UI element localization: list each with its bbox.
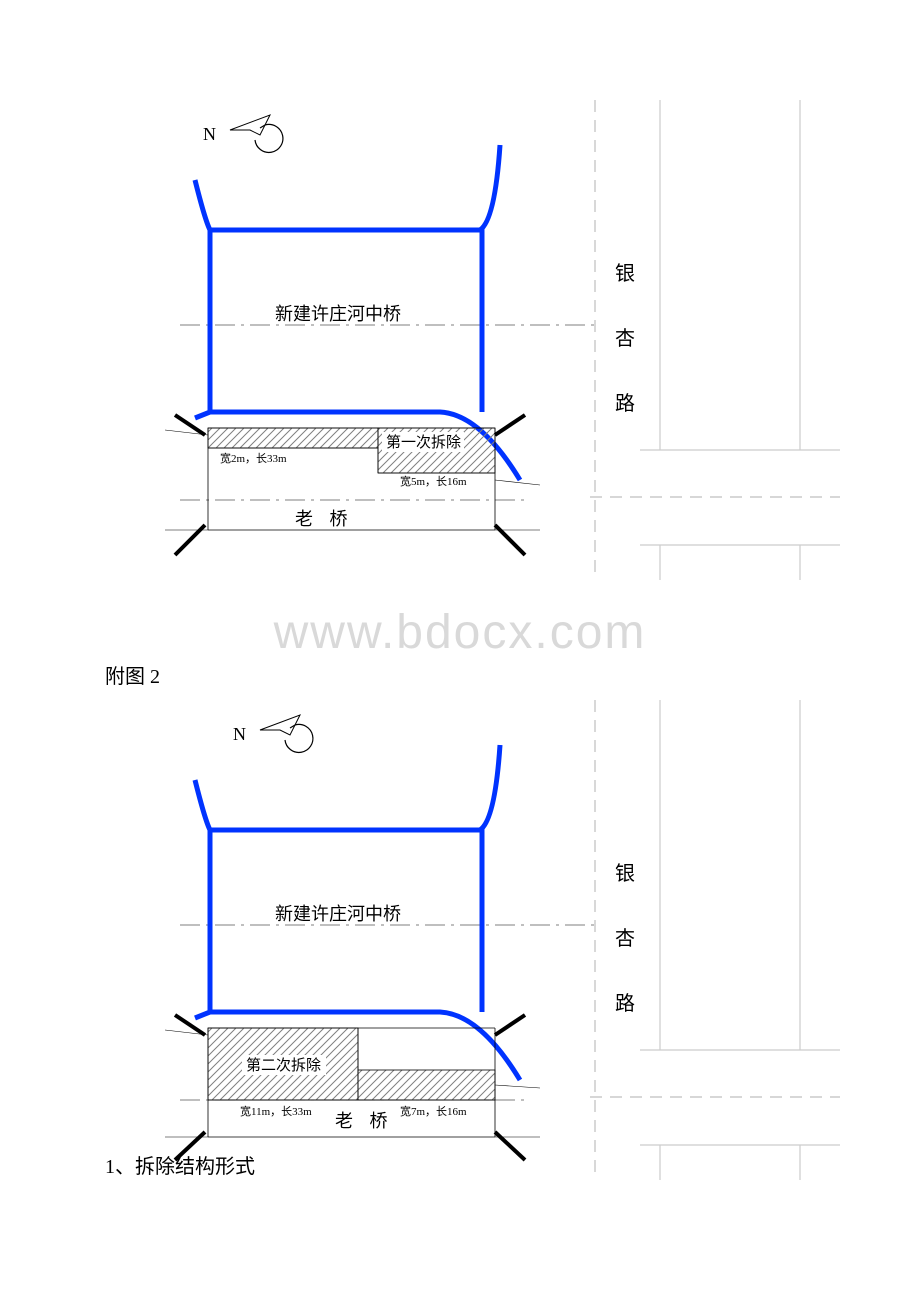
compass-label: N [203, 124, 216, 144]
new-bridge-label: 新建许庄河中桥 [275, 304, 401, 324]
road-name-c3: 路 [615, 392, 635, 415]
demolition-label: 第二次拆除 [246, 1056, 321, 1074]
new-bridge-label: 新建许庄河中桥 [275, 904, 401, 924]
new-bridge-top [195, 745, 500, 830]
end-mark [175, 525, 205, 555]
old-bridge-label: 老 桥 [295, 509, 354, 529]
compass-label: N [233, 724, 246, 744]
approach-line [495, 1085, 540, 1088]
demolition-zone-right [358, 1070, 495, 1100]
road-name-c1: 银 [615, 862, 635, 885]
diagram-1: 第一次拆除 宽2m，长33m 宽5m，长16m 新建许庄河中桥 老 桥 银 杏 … [100, 100, 840, 580]
end-mark [495, 525, 525, 555]
dim-left: 宽2m，长33m [220, 451, 287, 465]
compass-icon [230, 115, 283, 152]
figure-2-caption: 附图 2 [105, 660, 160, 689]
new-bridge-top [195, 145, 500, 230]
road-name-c3: 路 [615, 992, 635, 1015]
approach-line [495, 480, 540, 485]
road-name-c2: 杏 [615, 327, 635, 350]
compass-icon [260, 715, 313, 752]
demolition-label: 第一次拆除 [386, 433, 461, 451]
dim-right: 宽5m，长16m [400, 474, 467, 488]
watermark-text: www.bdocx.com [0, 605, 920, 660]
old-bridge-label: 老 桥 [335, 1111, 394, 1131]
end-mark [175, 1132, 205, 1160]
end-mark [495, 1015, 525, 1035]
demolition-zone-left [208, 428, 378, 448]
end-mark [495, 1132, 525, 1160]
road-name-c2: 杏 [615, 927, 635, 950]
diagram-2-svg: 第二次拆除 宽11m，长33m 宽7m，长16m 新建许庄河中桥 老 桥 银 杏… [100, 700, 840, 1180]
dim-left: 宽11m，长33m [240, 1104, 312, 1118]
diagram-2: 第二次拆除 宽11m，长33m 宽7m，长16m 新建许庄河中桥 老 桥 银 杏… [100, 700, 840, 1180]
end-mark [495, 415, 525, 435]
road-name-c1: 银 [615, 262, 635, 285]
dim-right: 宽7m，长16m [400, 1104, 467, 1118]
diagram-1-svg: 第一次拆除 宽2m，长33m 宽5m，长16m 新建许庄河中桥 老 桥 银 杏 … [100, 100, 840, 580]
